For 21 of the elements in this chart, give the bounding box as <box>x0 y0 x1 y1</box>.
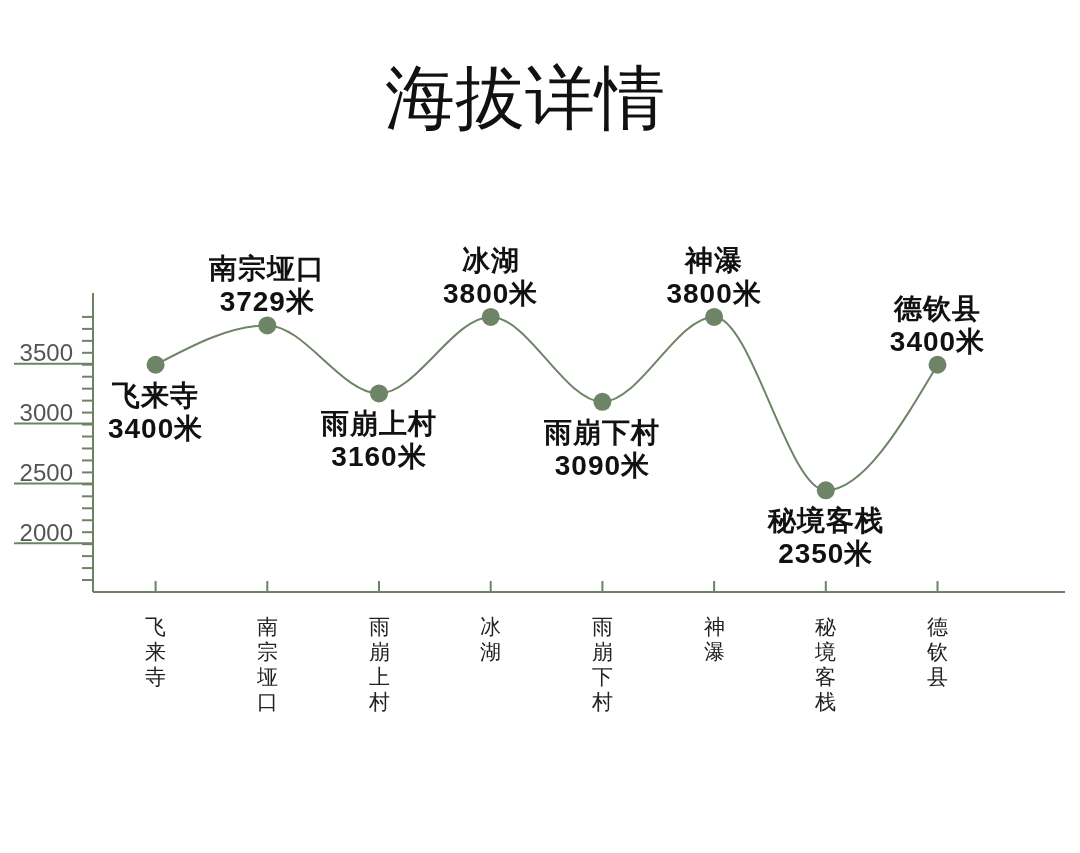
x-tick-label: 神瀑 <box>703 615 725 663</box>
x-tick-label: 秘境客栈 <box>815 615 837 713</box>
data-label: 南宗垭口 3729米 <box>209 253 326 318</box>
data-label: 雨崩上村 3160米 <box>321 408 437 473</box>
x-tick-label: 雨崩下村 <box>591 615 613 713</box>
x-tick-label: 飞来寺 <box>145 615 167 688</box>
y-tick-label: 2000 <box>19 518 73 546</box>
x-tick-label: 雨崩上村 <box>368 615 390 713</box>
x-tick-label: 冰湖 <box>480 615 502 663</box>
data-label: 神瀑 3800米 <box>666 244 762 309</box>
data-label: 飞来寺 3400米 <box>107 379 204 444</box>
y-tick-label: 2500 <box>19 458 73 486</box>
data-label: 雨崩下村 3090米 <box>544 416 661 481</box>
data-label: 德钦县 3400米 <box>889 292 986 357</box>
y-tick-label: 3500 <box>19 339 73 367</box>
data-label: 秘境客栈 2350米 <box>767 505 884 570</box>
x-tick-label: 南宗垭口 <box>256 615 278 713</box>
title: 海拔详情 <box>385 59 665 137</box>
x-tick-label: 德钦县 <box>927 615 948 688</box>
y-tick-label: 3000 <box>19 399 73 427</box>
data-label: 冰湖 3800米 <box>443 244 539 309</box>
